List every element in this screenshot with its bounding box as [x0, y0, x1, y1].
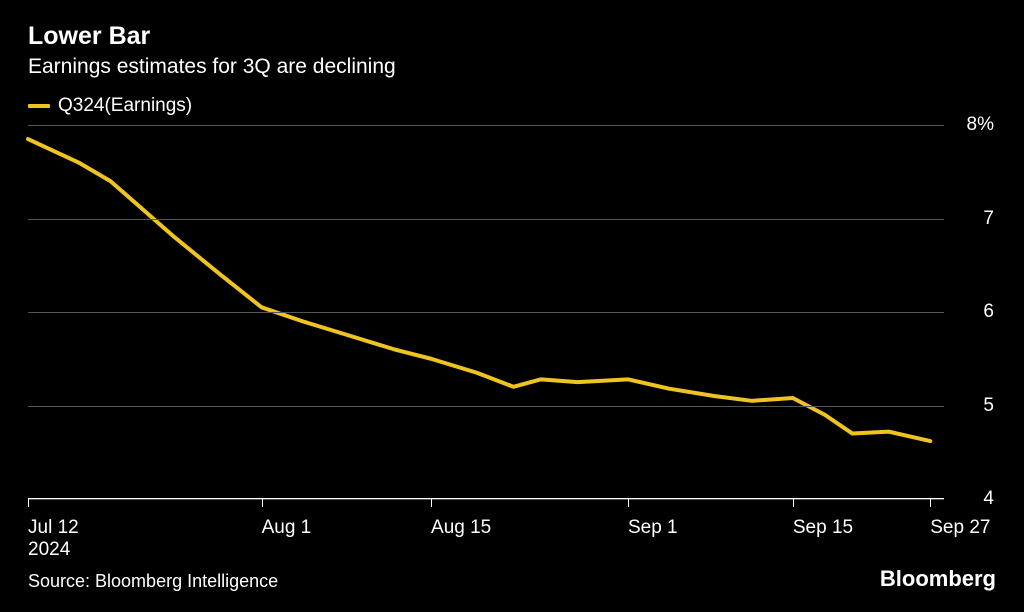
legend-label: Q324(Earnings) — [58, 95, 192, 117]
brand-logo: Bloomberg — [880, 566, 996, 592]
gridline — [28, 125, 944, 126]
gridline — [28, 406, 944, 407]
data-line — [28, 139, 930, 441]
y-axis-label: 7 — [983, 208, 994, 230]
x-axis-tick — [431, 499, 432, 507]
chart-plot-area: 8%7654 — [28, 125, 944, 499]
x-axis-label: Aug 15 — [431, 517, 491, 539]
source-attribution: Source: Bloomberg Intelligence — [28, 571, 996, 592]
y-axis-label: 4 — [983, 488, 994, 510]
x-axis-line — [28, 498, 944, 499]
y-axis-label: 6 — [983, 301, 994, 323]
x-axis-label: Sep 27 — [930, 517, 990, 539]
y-axis-label: 5 — [983, 395, 994, 417]
x-axis-label: Aug 1 — [262, 517, 312, 539]
x-axis-tick — [628, 499, 629, 507]
gridline — [28, 499, 944, 500]
legend-swatch — [28, 104, 50, 108]
chart-title: Lower Bar — [28, 22, 996, 51]
y-axis-label: 8% — [967, 114, 994, 136]
gridline — [28, 219, 944, 220]
x-axis-tick — [793, 499, 794, 507]
x-axis-label: Sep 15 — [793, 517, 853, 539]
x-axis-label: Sep 1 — [628, 517, 678, 539]
legend: Q324(Earnings) — [28, 95, 996, 117]
x-axis-labels: Jul 122024Aug 1Aug 15Sep 1Sep 15Sep 27 — [28, 507, 944, 563]
x-axis-label: Jul 122024 — [28, 517, 79, 561]
gridline — [28, 312, 944, 313]
x-axis-tick — [28, 499, 29, 507]
chart-subtitle: Earnings estimates for 3Q are declining — [28, 55, 996, 79]
x-axis-tick — [262, 499, 263, 507]
x-axis-tick — [930, 499, 931, 507]
